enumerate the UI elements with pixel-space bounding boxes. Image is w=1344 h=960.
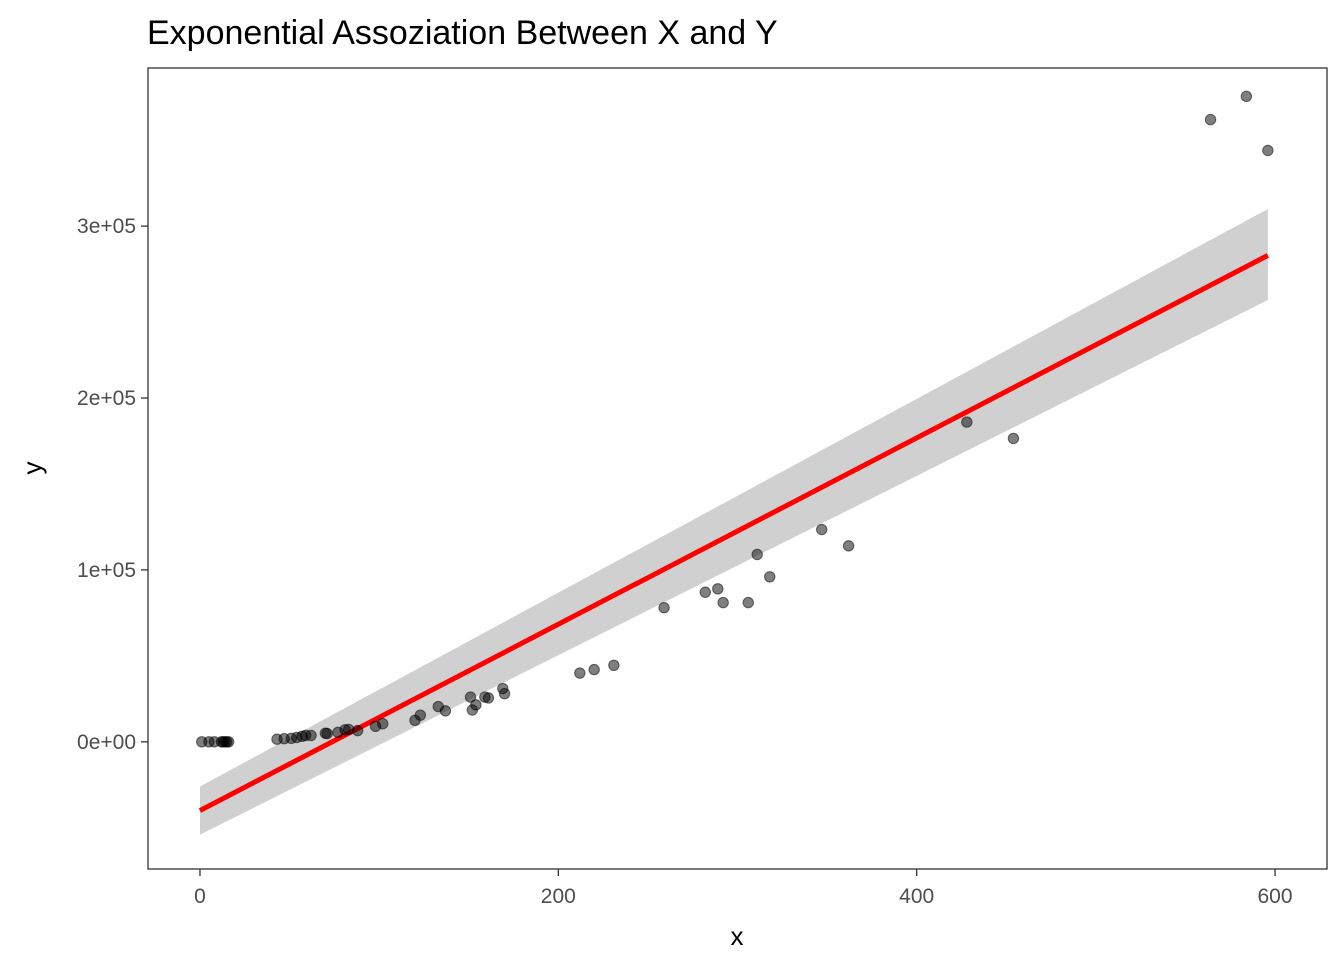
data-point	[482, 692, 495, 704]
data-point	[351, 724, 364, 737]
plot-panel-border	[147, 67, 1328, 870]
data-point	[1240, 90, 1253, 103]
data-point	[377, 718, 389, 730]
x-tick-label: 0	[194, 885, 206, 908]
x-tick-label: 600	[1258, 885, 1293, 908]
data-point	[574, 667, 586, 679]
confidence-band-layer	[199, 208, 1268, 835]
x-axis-title: x	[731, 921, 744, 951]
data-point	[842, 540, 855, 552]
y-axis: 0e+00 1e+05 2e+05 3e+05	[77, 215, 148, 754]
data-point	[321, 727, 333, 740]
chart-title: Exponential Assoziation Between X and Y	[147, 14, 778, 52]
y-tick-label: 1e+05	[77, 559, 136, 582]
x-tick-label: 200	[541, 885, 576, 908]
data-point	[751, 548, 763, 561]
data-point	[498, 687, 511, 700]
regression-line	[198, 253, 1270, 813]
data-point	[470, 699, 482, 711]
y-tick-label: 0e+00	[77, 731, 136, 754]
data-point	[588, 663, 600, 676]
data-point	[414, 709, 427, 721]
data-point	[608, 659, 620, 672]
y-tick-label: 3e+05	[77, 215, 136, 238]
data-points-layer	[196, 90, 1274, 748]
y-tick-label: 2e+05	[77, 387, 136, 410]
data-point	[439, 705, 452, 717]
data-point	[1262, 144, 1274, 157]
data-point	[764, 571, 776, 583]
data-point	[742, 596, 754, 609]
data-point	[1204, 113, 1217, 126]
data-point	[717, 596, 729, 609]
x-tick-label: 400	[899, 885, 934, 908]
data-point	[658, 602, 670, 614]
fit-line-layer	[198, 253, 1270, 813]
confidence-band	[199, 208, 1268, 835]
y-axis-title: y	[17, 462, 47, 475]
data-point	[305, 729, 317, 742]
x-axis: 0 200 400 600	[194, 869, 1293, 908]
data-point	[222, 736, 235, 748]
data-point	[961, 416, 973, 428]
data-point	[712, 583, 724, 595]
data-point	[464, 691, 477, 703]
data-point	[1007, 432, 1020, 445]
data-point	[816, 523, 828, 536]
data-point	[699, 586, 711, 598]
